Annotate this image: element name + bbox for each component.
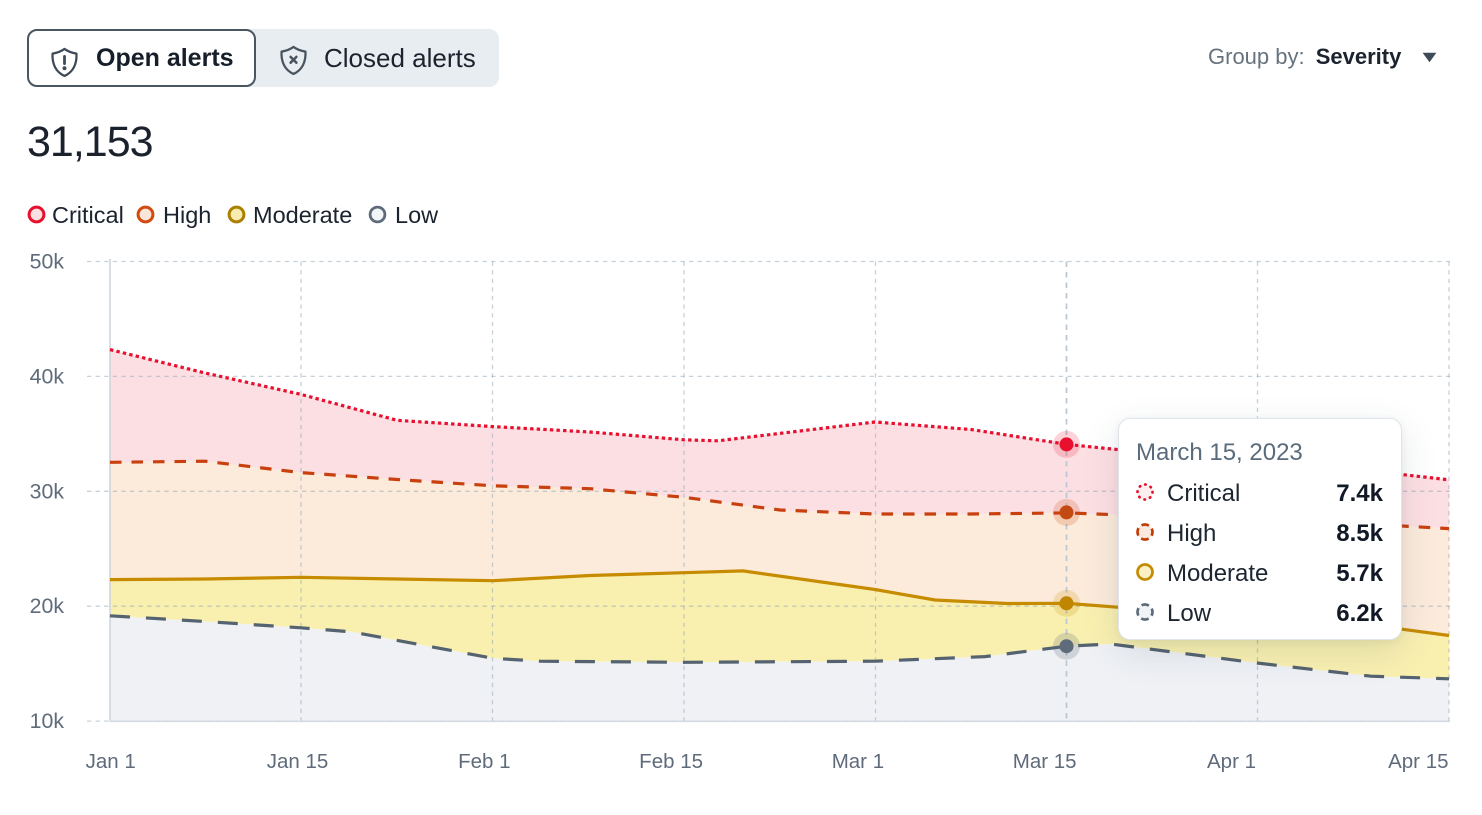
svg-text:Mar 1: Mar 1 bbox=[832, 750, 884, 773]
svg-text:Apr 1: Apr 1 bbox=[1207, 750, 1256, 773]
svg-text:50k: 50k bbox=[30, 250, 65, 274]
svg-text:10k: 10k bbox=[30, 709, 65, 733]
svg-text:40k: 40k bbox=[30, 364, 65, 388]
svg-text:Jan 15: Jan 15 bbox=[267, 750, 329, 773]
svg-text:Feb 1: Feb 1 bbox=[458, 750, 510, 773]
svg-text:Apr 15: Apr 15 bbox=[1388, 750, 1448, 773]
svg-text:Mar 15: Mar 15 bbox=[1013, 750, 1077, 773]
svg-text:20k: 20k bbox=[30, 594, 65, 618]
svg-text:Feb 15: Feb 15 bbox=[639, 750, 703, 773]
svg-text:Jan 1: Jan 1 bbox=[86, 750, 136, 773]
svg-text:30k: 30k bbox=[30, 479, 65, 503]
